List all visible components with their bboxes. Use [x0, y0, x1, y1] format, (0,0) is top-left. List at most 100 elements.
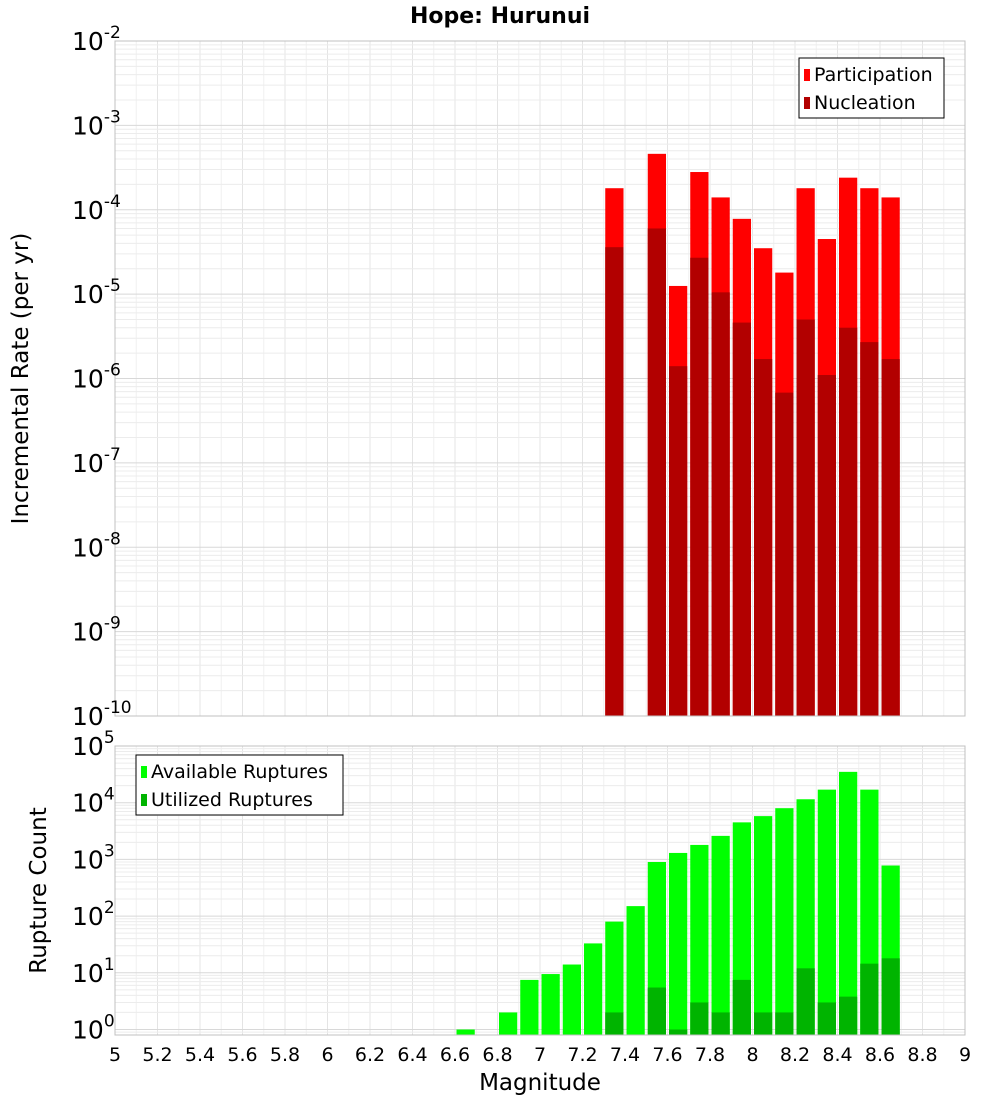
bar	[881, 958, 900, 1035]
y-tick-label: 10-10	[72, 698, 132, 731]
legend-label: Available Ruptures	[151, 761, 328, 783]
y-tick-label: 101	[72, 955, 115, 988]
bar	[754, 1012, 773, 1035]
legend-label: Nucleation	[814, 92, 916, 114]
bar	[690, 1002, 709, 1035]
legend-box	[135, 754, 344, 816]
x-tick-label: 9	[959, 1044, 971, 1066]
bottom-plot-border	[114, 745, 966, 1036]
bar	[860, 342, 879, 716]
bar	[711, 835, 730, 1035]
x-tick-label: 5.6	[227, 1044, 257, 1066]
y-tick-label: 104	[72, 785, 115, 818]
x-tick-label: 8.2	[780, 1044, 810, 1066]
x-tick-label: 5.4	[185, 1044, 215, 1066]
bar	[647, 228, 666, 716]
x-tick-label: 6.8	[482, 1044, 512, 1066]
bar	[839, 771, 858, 1035]
bar	[711, 1012, 730, 1035]
bar	[626, 906, 645, 1035]
bar	[775, 392, 794, 716]
y-tick-label: 10-5	[72, 276, 121, 309]
x-tick-label: 7.4	[610, 1044, 640, 1066]
x-tick-label: 8.8	[907, 1044, 937, 1066]
x-tick-label: 7	[534, 1044, 546, 1066]
y-tick-label: 103	[72, 841, 115, 874]
y-tick-label: 10-9	[72, 614, 121, 647]
y-tick-label: 100	[72, 1012, 115, 1045]
x-axis-label: Magnitude	[479, 1070, 601, 1096]
top-y-axis-label: Incremental Rate (per yr)	[8, 233, 34, 525]
top-plot-border	[114, 40, 966, 717]
x-tick-label: 7.6	[652, 1044, 682, 1066]
bar	[754, 359, 773, 716]
y-tick-label: 102	[72, 898, 115, 931]
bar	[669, 366, 688, 716]
bar	[711, 292, 730, 716]
bar	[690, 257, 709, 716]
top-y-ticks: 10-10 10-9 10-8 10-7 10-6 10-5 10-4 10-3 10-2	[72, 23, 132, 731]
bar	[669, 1029, 688, 1035]
bar	[732, 979, 751, 1035]
legend-box	[798, 57, 945, 119]
bar	[817, 789, 836, 1035]
legend-swatch	[804, 69, 810, 81]
bar	[796, 319, 815, 716]
bar	[605, 1012, 624, 1035]
bar	[796, 968, 815, 1035]
bar	[690, 844, 709, 1035]
y-tick-label: 10-3	[72, 107, 121, 140]
legend-label: Participation	[814, 64, 933, 86]
top-panel: 10-10 10-9 10-8 10-7 10-6 10-5 10-4 10-3 10-2 In…	[8, 23, 966, 731]
bar	[839, 996, 858, 1035]
top-bars	[605, 153, 900, 717]
legend-swatch	[141, 766, 147, 778]
bar	[881, 359, 900, 716]
x-tick-label: 8	[746, 1044, 758, 1066]
bottom-y-axis-label: Rupture Count	[26, 807, 52, 973]
bar	[605, 921, 624, 1035]
x-tick-label: 8.4	[822, 1044, 852, 1066]
bottom-y-ticks: 100 101 102 103 104 105	[72, 728, 115, 1045]
legend-swatch	[804, 97, 810, 109]
bar	[817, 375, 836, 716]
bar	[605, 247, 624, 716]
bar	[839, 327, 858, 716]
legend-label: Utilized Ruptures	[151, 789, 313, 811]
x-tick-label: 6.4	[397, 1044, 427, 1066]
x-tick-label: 5.2	[142, 1044, 172, 1066]
bar	[456, 1029, 475, 1035]
x-tick-label: 5.8	[270, 1044, 300, 1066]
y-tick-label: 10-2	[72, 23, 121, 56]
y-tick-label: 105	[72, 728, 115, 761]
x-tick-label: 7.2	[567, 1044, 597, 1066]
x-tick-label: 6.2	[355, 1044, 385, 1066]
x-ticks: 5 5.2 5.4 5.6 5.8 6 6.2 6.4 6.6 6.8 7 7.2 7.4 7.6 7.8 8…	[109, 1044, 971, 1066]
bar	[584, 943, 603, 1035]
x-tick-label: 6.6	[440, 1044, 470, 1066]
bottom-legend: Available Ruptures Utilized Ruptures	[135, 754, 344, 816]
bar	[732, 322, 751, 716]
bottom-panel: 100 101 102 103 104 105 Rupture Count Availab…	[26, 728, 966, 1045]
y-tick-label: 10-4	[72, 192, 121, 225]
top-grid	[114, 40, 966, 717]
chart-title: Hope: Hurunui	[410, 4, 590, 29]
x-tick-label: 7.8	[695, 1044, 725, 1066]
bar	[817, 1002, 836, 1035]
y-tick-label: 10-6	[72, 361, 121, 394]
bottom-bars	[456, 771, 900, 1035]
bar	[541, 974, 560, 1035]
bar	[775, 1012, 794, 1035]
x-tick-label: 6	[321, 1044, 333, 1066]
x-tick-label: 5	[109, 1044, 121, 1066]
bar	[754, 816, 773, 1035]
bar	[562, 964, 581, 1035]
bar	[860, 963, 879, 1035]
bar	[499, 1012, 518, 1035]
x-tick-label: 8.6	[865, 1044, 895, 1066]
bar	[669, 852, 688, 1035]
bar	[775, 808, 794, 1035]
legend-swatch	[141, 794, 147, 806]
y-tick-label: 10-7	[72, 445, 121, 478]
